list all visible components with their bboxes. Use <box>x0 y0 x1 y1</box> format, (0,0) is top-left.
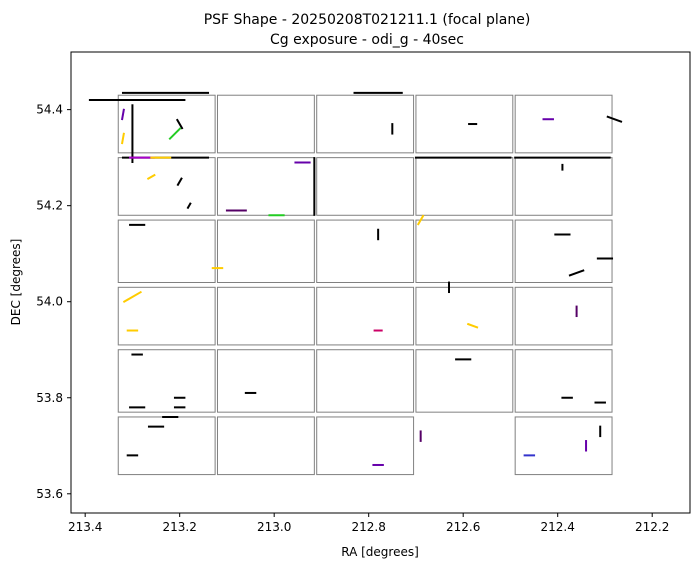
psf-vector <box>120 108 125 121</box>
x-tick-label: 212.4 <box>541 520 575 534</box>
psf-vector <box>120 132 125 145</box>
ccd-cell <box>117 416 216 476</box>
ccd-cell <box>216 416 315 476</box>
ccd-cell <box>415 286 514 346</box>
x-axis-ticks: 213.4 213.2 213.0 212.8 212.6 212.4 212.2 <box>68 513 669 534</box>
ccd-cell <box>316 157 415 216</box>
psf-vector <box>175 118 184 130</box>
y-tick-label: 54.4 <box>36 103 63 117</box>
ccd-cell <box>216 94 315 154</box>
x-tick-label: 212.8 <box>352 520 386 534</box>
ccd-cell <box>216 286 315 346</box>
chart-subtitle: Cg exposure - odi_g - 40sec <box>270 32 464 48</box>
ccd-cell <box>415 349 514 413</box>
ccd-cell <box>514 157 613 216</box>
psf-vector <box>466 322 479 329</box>
x-tick-label: 213.0 <box>257 520 291 534</box>
ccd-cell <box>415 94 514 154</box>
ccd-cell <box>216 157 315 216</box>
ccd-cell <box>316 219 415 284</box>
x-axis-label: RA [degrees] <box>341 545 419 559</box>
ccd-cell <box>514 416 613 476</box>
psf-vector <box>416 214 425 226</box>
psf-vector <box>568 269 585 277</box>
ccd-cell <box>415 157 514 216</box>
ccd-cell <box>117 94 216 154</box>
y-tick-label: 53.8 <box>36 391 63 405</box>
psf-vector <box>168 127 182 141</box>
ccd-cell <box>316 286 415 346</box>
psf-vector <box>176 177 183 187</box>
ccd-cell <box>514 286 613 346</box>
ccd-cell <box>514 349 613 413</box>
psf-vector <box>146 173 156 180</box>
y-tick-label: 54.0 <box>36 295 63 309</box>
ccd-cell <box>117 157 216 216</box>
ccd-cell-group <box>117 94 613 476</box>
ccd-cell <box>117 219 216 284</box>
ccd-cell <box>316 416 415 476</box>
x-tick-label: 213.2 <box>162 520 196 534</box>
y-tick-label: 53.6 <box>36 487 63 501</box>
chart-title: PSF Shape - 20250208T021211.1 (focal pla… <box>204 12 531 28</box>
psf-vector-group <box>88 91 623 466</box>
ccd-cell <box>316 349 415 413</box>
ccd-cell <box>117 349 216 413</box>
y-axis-label: DEC [degrees] <box>9 239 23 326</box>
y-tick-label: 54.2 <box>36 199 63 213</box>
y-axis-ticks: 53.6 53.8 54.0 54.2 54.4 <box>36 103 71 501</box>
ccd-cell <box>216 349 315 413</box>
ccd-cell <box>415 219 514 284</box>
psf-vector <box>122 290 142 303</box>
psf-vector <box>186 202 192 210</box>
x-tick-label: 212.2 <box>635 520 669 534</box>
plot-frame <box>70 51 691 514</box>
x-tick-label: 213.4 <box>68 520 102 534</box>
ccd-cell <box>117 286 216 346</box>
ccd-cell <box>316 94 415 154</box>
psf-vector <box>606 115 623 123</box>
ccd-cell <box>216 219 315 284</box>
ccd-cell <box>514 94 613 154</box>
x-tick-label: 212.6 <box>446 520 480 534</box>
ccd-cell <box>514 219 613 284</box>
